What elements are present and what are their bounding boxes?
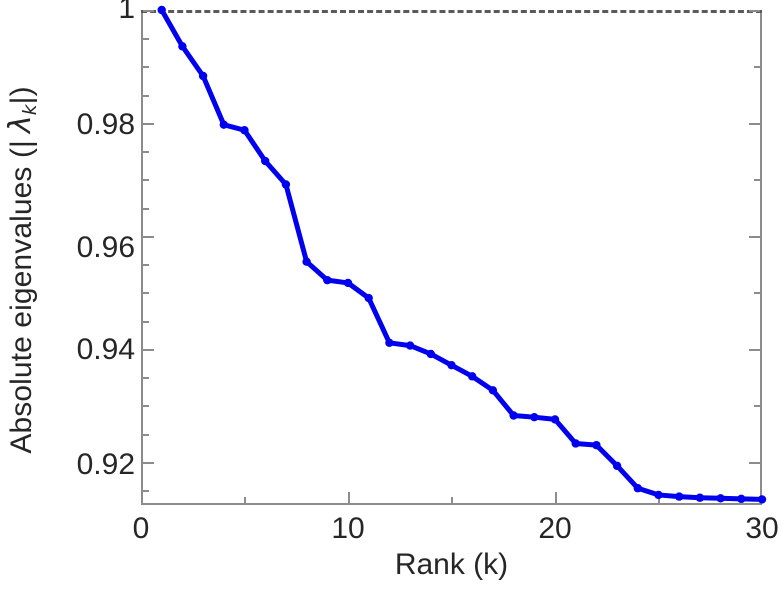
y-major-tick-right — [749, 236, 760, 238]
y-minor-tick — [143, 208, 149, 210]
y-tick-label-098: 0.98 — [76, 108, 135, 141]
y-major-tick — [143, 123, 154, 125]
x-major-tick — [760, 492, 762, 503]
y-major-tick — [143, 10, 154, 12]
x-major-tick — [555, 492, 557, 503]
x-minor-tick — [451, 497, 453, 503]
y-minor-tick-right — [754, 66, 760, 68]
y-minor-tick — [143, 264, 149, 266]
y-axis-title-suffix: |) — [5, 86, 38, 105]
x-minor-tick — [658, 497, 660, 503]
y-minor-tick — [143, 179, 149, 181]
y-minor-tick — [143, 95, 149, 97]
y-minor-tick — [143, 38, 149, 40]
y-minor-tick — [143, 377, 149, 379]
y-tick-label-1: 1 — [118, 0, 135, 25]
y-major-tick — [143, 349, 154, 351]
y-minor-tick-right — [754, 179, 760, 181]
y-minor-tick — [143, 292, 149, 294]
y-major-tick-right — [749, 10, 760, 12]
y-tick-label-094: 0.94 — [76, 333, 135, 366]
y-axis-spine — [141, 10, 143, 505]
plot-area — [141, 10, 762, 505]
y-tick-label-096: 0.96 — [76, 231, 135, 264]
y-minor-tick — [143, 321, 149, 323]
y-minor-tick — [143, 405, 149, 407]
y-minor-tick-right — [754, 405, 760, 407]
y-major-tick-right — [749, 462, 760, 464]
x-axis-spine — [141, 503, 762, 505]
y-major-tick — [143, 236, 154, 238]
x-minor-tick — [244, 497, 246, 503]
x-tick-label-30: 30 — [745, 512, 779, 545]
y-minor-tick — [143, 434, 149, 436]
y-tick-label-092: 0.92 — [76, 448, 135, 481]
x-major-tick — [348, 492, 350, 503]
y-minor-tick — [143, 151, 149, 153]
y-minor-tick-right — [754, 292, 760, 294]
x-axis-title: Rank (k) — [394, 548, 509, 581]
x-tick-label-0: 0 — [132, 512, 150, 545]
reference-line-dashed — [141, 10, 762, 13]
y-minor-tick — [143, 490, 149, 492]
y-minor-tick — [143, 66, 149, 68]
y-axis-spine-right — [760, 10, 762, 505]
x-major-tick — [141, 492, 143, 503]
x-tick-label-10: 10 — [331, 512, 365, 545]
y-major-tick-right — [749, 349, 760, 351]
y-axis-title-prefix: Absolute eigenvalues (| — [5, 140, 38, 454]
y-major-tick-right — [749, 123, 760, 125]
x-tick-label-20: 20 — [538, 512, 572, 545]
y-major-tick — [143, 462, 154, 464]
